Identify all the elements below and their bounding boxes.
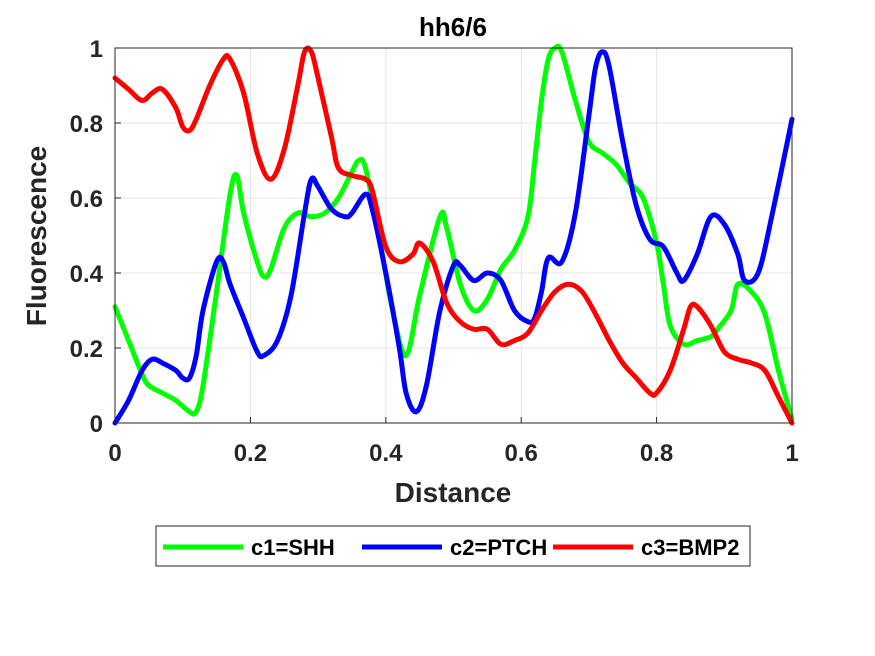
- plot-area: [115, 48, 792, 423]
- x-tick-label: 1: [785, 440, 798, 467]
- y-tick-label: 0: [90, 411, 103, 438]
- series-line-3: [112, 45, 795, 426]
- legend: c1=SHH c2=PTCH c3=BMP2: [155, 525, 751, 567]
- series-line-2: [112, 49, 795, 426]
- chart-title: hh6/6: [419, 12, 487, 42]
- y-axis-title: Fluorescence: [21, 146, 52, 327]
- legend-label-3: c3=BMP2: [641, 535, 739, 560]
- y-tick-label: 0.2: [70, 336, 103, 363]
- y-tick-label: 1: [90, 36, 103, 63]
- y-tick-label: 0.8: [70, 111, 103, 138]
- x-tick-label: 0.6: [505, 440, 538, 467]
- x-tick-label: 0.4: [369, 440, 403, 467]
- y-axis: 0 0.2 0.4 0.6 0.8 1: [70, 36, 121, 438]
- x-tick-label: 0.8: [640, 440, 673, 467]
- y-tick-label: 0.6: [70, 186, 103, 213]
- x-tick-label: 0: [108, 440, 121, 467]
- x-tick-label: 0.2: [234, 440, 267, 467]
- x-axis: 0 0.2 0.4 0.6 0.8 1: [108, 417, 799, 467]
- legend-label-2: c2=PTCH: [450, 535, 547, 560]
- legend-box: [155, 525, 751, 567]
- y-tick-label: 0.4: [70, 261, 104, 288]
- x-axis-title: Distance: [395, 477, 512, 508]
- plot-frame: [114, 47, 793, 424]
- series-layer: [112, 43, 795, 426]
- legend-label-1: c1=SHH: [251, 535, 335, 560]
- series-line-1: [112, 43, 795, 422]
